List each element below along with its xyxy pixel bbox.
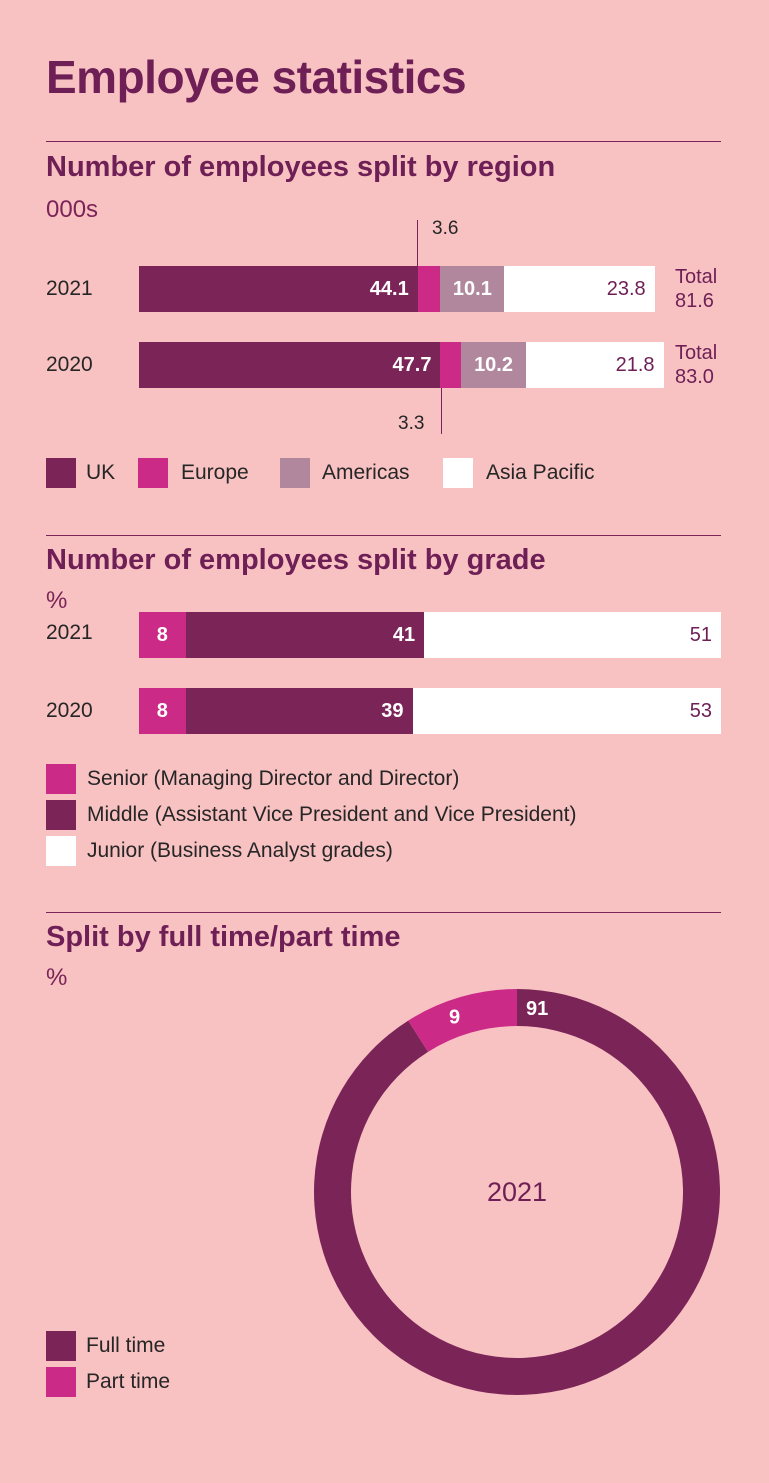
grade-chart-unit: % (46, 587, 68, 614)
europe-2020-callout: 3.3 (398, 413, 425, 434)
bar-senior-2021 (139, 612, 186, 658)
donut-center-label: 2021 (487, 1177, 547, 1207)
legend-swatch-uk (46, 458, 76, 488)
data-label-middle-2021: 41 (392, 624, 416, 646)
legend-swatch-full-time (46, 1331, 76, 1361)
bar-europe-2020 (440, 342, 462, 388)
page-title: Employee statistics (46, 51, 467, 103)
data-label-senior-2020: 8 (156, 700, 168, 722)
bar-middle-2021 (185, 612, 425, 658)
slice-part-time (408, 989, 517, 1052)
time-donut-chart: 91 9 2021 (313, 989, 720, 1395)
data-label-uk-2020: 47.7 (392, 354, 432, 376)
legend-swatch-senior (46, 764, 76, 794)
data-label-americas-2021: 10.1 (452, 278, 492, 300)
data-label-uk-2021: 44.1 (369, 278, 409, 300)
legend-label-senior: Senior (Managing Director and Director) (87, 767, 460, 790)
legend-swatch-asia-pacific (443, 458, 473, 488)
legend-label-uk: UK (86, 461, 116, 484)
region-total-label-2020: Total (675, 342, 718, 364)
region-total-value-2020: 83.0 (675, 366, 714, 388)
bar-americas-2020 (461, 342, 526, 388)
europe-2021-callout: 3.6 (432, 218, 459, 239)
data-label-asia-pacific-2021: 23.8 (606, 278, 646, 300)
grade-stacked-bar-chart: 8 41 51 8 39 53 (139, 612, 721, 734)
data-label-junior-2021: 51 (689, 624, 712, 646)
data-label-middle-2020: 39 (381, 700, 404, 722)
legend-label-middle: Middle (Assistant Vice President and Vic… (87, 803, 577, 826)
time-chart-title: Split by full time/part time (46, 921, 401, 953)
region-chart-unit: 000s (46, 196, 99, 223)
bar-junior-2020 (412, 688, 721, 734)
region-total-label-2021: Total (675, 266, 718, 288)
bar-junior-2021 (424, 612, 721, 658)
legend-swatch-part-time (46, 1367, 76, 1397)
grade-chart-title: Number of employees split by grade (46, 544, 546, 576)
bar-senior-2020 (139, 688, 186, 734)
legend-label-full-time: Full time (86, 1334, 166, 1357)
bar-uk-2021 (139, 266, 418, 312)
time-chart-unit: % (46, 964, 68, 991)
region-total-value-2021: 81.6 (675, 290, 714, 312)
bar-uk-2020 (139, 342, 441, 388)
data-label-americas-2020: 10.2 (474, 354, 513, 376)
legend-swatch-junior (46, 836, 76, 866)
bar-americas-2021 (440, 266, 505, 312)
legend-label-americas: Americas (322, 461, 410, 484)
region-total-2021: Total 81.6 (675, 265, 717, 313)
data-label-part-time: 9 (449, 1006, 460, 1028)
region-year-2020: 2020 (46, 353, 93, 376)
bar-asia-pacific-2020 (525, 342, 664, 388)
data-label-senior-2021: 8 (156, 624, 168, 646)
legend-swatch-middle (46, 800, 76, 830)
region-total-2020: Total 83.0 (675, 341, 717, 389)
section-divider-time (46, 912, 721, 913)
legend-swatch-americas (280, 458, 310, 488)
data-label-junior-2020: 53 (689, 700, 712, 722)
europe-2020-leader-line (441, 388, 442, 434)
region-year-2021: 2021 (46, 277, 93, 300)
data-label-asia-pacific-2020: 21.8 (615, 354, 655, 376)
region-chart-title: Number of employees split by region (46, 151, 556, 183)
legend-label-asia-pacific: Asia Pacific (486, 461, 595, 484)
europe-2021-leader-line (417, 220, 418, 267)
bar-middle-2020 (185, 688, 413, 734)
legend-swatch-europe (138, 458, 168, 488)
data-label-full-time: 91 (526, 998, 548, 1020)
legend-label-junior: Junior (Business Analyst grades) (87, 839, 393, 862)
region-stacked-bar-chart: 44.1 10.1 23.8 47.7 10.2 21.8 (0, 0, 769, 500)
section-divider-region (46, 141, 721, 142)
bar-asia-pacific-2021 (504, 266, 655, 312)
bar-europe-2021 (417, 266, 441, 312)
section-divider-grade (46, 535, 721, 536)
grade-year-2021: 2021 (46, 621, 93, 644)
legend-label-part-time: Part time (86, 1370, 171, 1393)
grade-year-2020: 2020 (46, 699, 93, 722)
legend-label-europe: Europe (181, 461, 249, 484)
